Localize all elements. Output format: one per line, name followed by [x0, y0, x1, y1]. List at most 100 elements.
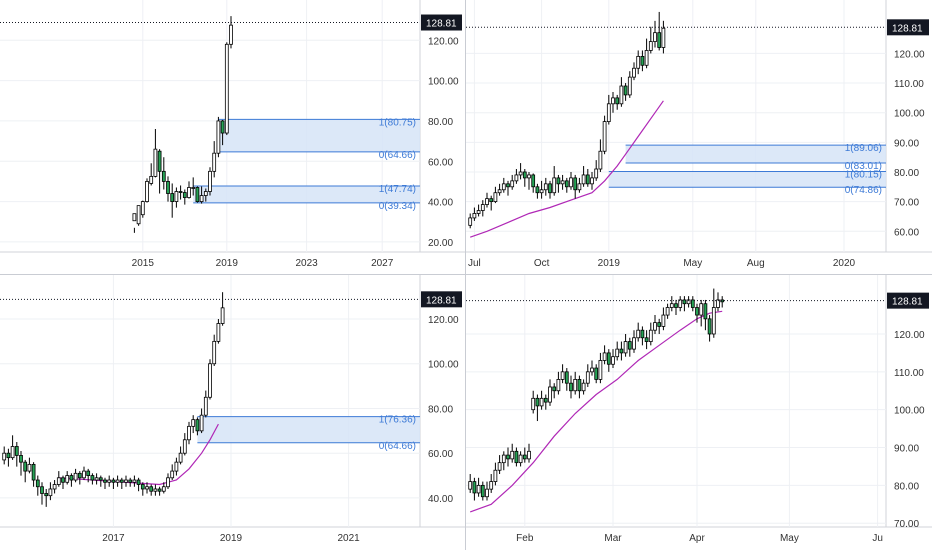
candle-up	[627, 76, 632, 96]
candle-down	[40, 486, 44, 494]
candle-up	[166, 477, 170, 488]
candle-down	[77, 472, 82, 479]
candle-down	[111, 479, 116, 483]
last-price-tag	[421, 291, 462, 308]
candle-up	[623, 341, 628, 354]
y-tick-label: 60.00	[428, 157, 453, 168]
x-tick-label: Mar	[604, 533, 622, 544]
candle-up	[153, 148, 158, 177]
candle-down	[35, 479, 40, 488]
candle-down	[149, 486, 154, 492]
y-tick-label: 90.00	[894, 138, 919, 149]
candle-down	[166, 181, 170, 194]
candle-down	[594, 367, 599, 380]
y-tick-label: 20.00	[428, 238, 453, 249]
candle-up	[497, 462, 502, 471]
fib-label-bottom: 0(64.66)	[379, 150, 416, 161]
candle-down	[157, 488, 162, 492]
candle-up	[199, 414, 204, 432]
candle-down	[140, 484, 145, 490]
candle-down	[522, 171, 527, 179]
moving-average-line	[470, 100, 664, 238]
candle-up	[472, 213, 477, 219]
candle-up	[187, 425, 191, 441]
candle-down	[119, 479, 124, 483]
chart-pane-bottom-right: 70.00 80.00 90.00 100.00 110.00 120.00 Feb Mar A…	[466, 275, 932, 544]
candle-up	[145, 486, 149, 490]
y-tick-label: 80.00	[428, 117, 453, 128]
candle-down	[136, 479, 141, 485]
x-tick-label: 2019	[220, 533, 243, 544]
x-tick-label: 2020	[833, 258, 856, 269]
x-tick-label: Ju	[872, 533, 883, 544]
candle-up	[489, 481, 494, 490]
candle-up	[140, 201, 145, 216]
candle-up	[178, 452, 183, 463]
candle-up	[94, 477, 99, 481]
candle-up	[476, 484, 481, 494]
candle-up	[518, 171, 523, 176]
candle-up	[615, 348, 620, 358]
candle-up	[581, 382, 586, 392]
y-tick-label: 70.00	[894, 519, 919, 530]
candle-up	[518, 454, 523, 464]
candle-up	[493, 469, 498, 482]
candle-up	[212, 340, 217, 365]
y-tick-label: 120.00	[894, 330, 925, 341]
candle-down	[569, 382, 573, 392]
candle-up	[678, 299, 683, 308]
candle-up	[653, 32, 657, 42]
x-tick-label: 2019	[598, 258, 621, 269]
candle-down	[19, 455, 23, 463]
moving-average-line	[469, 310, 723, 513]
candle-up	[153, 488, 158, 492]
candle-down	[573, 177, 578, 191]
candle-up	[476, 210, 481, 214]
candle-up	[602, 352, 607, 361]
candle-down	[31, 463, 36, 481]
candle-up	[527, 450, 531, 460]
candle-down	[548, 183, 552, 194]
x-tick-label: Apr	[689, 533, 705, 544]
y-tick-label: 120.00	[428, 315, 459, 326]
candle-down	[644, 337, 649, 342]
candle-up	[182, 439, 187, 454]
candle-up	[203, 396, 208, 416]
candle-up	[56, 477, 61, 485]
candle-down	[674, 303, 678, 308]
candle-up	[170, 470, 175, 479]
candle-down	[170, 193, 175, 202]
candle-up	[611, 97, 615, 105]
candle-up	[711, 307, 716, 335]
candle-up	[560, 180, 565, 185]
candle-down	[585, 174, 590, 185]
candle-up	[208, 363, 212, 398]
y-tick-label: 100.00	[894, 406, 925, 417]
candle-up	[48, 488, 53, 497]
candle-down	[640, 55, 645, 66]
y-tick-label: 110.00	[894, 79, 924, 90]
candle-down	[86, 470, 91, 476]
candle-up	[480, 204, 485, 211]
candle-up	[124, 479, 128, 483]
candle-up	[606, 103, 611, 122]
candle-up	[581, 174, 586, 185]
last-price-label: 128.81	[426, 295, 457, 306]
candle-up	[2, 452, 7, 461]
fib-label-bottom: 0(83.01)	[845, 161, 882, 172]
candle-up	[539, 397, 544, 407]
candle-up	[577, 183, 582, 191]
x-tick-label: May	[780, 533, 799, 544]
candle-up	[636, 55, 641, 69]
y-tick-label: 120.00	[428, 36, 459, 47]
candle-up	[611, 356, 615, 365]
candle-down	[619, 348, 624, 354]
candle-down	[564, 371, 569, 384]
candle-up	[199, 195, 204, 202]
y-tick-label: 80.00	[894, 481, 919, 492]
candle-up	[632, 337, 636, 350]
candle-up	[669, 303, 674, 308]
candle-up	[644, 50, 649, 66]
candle-up	[203, 191, 208, 196]
candle-up	[497, 189, 502, 194]
